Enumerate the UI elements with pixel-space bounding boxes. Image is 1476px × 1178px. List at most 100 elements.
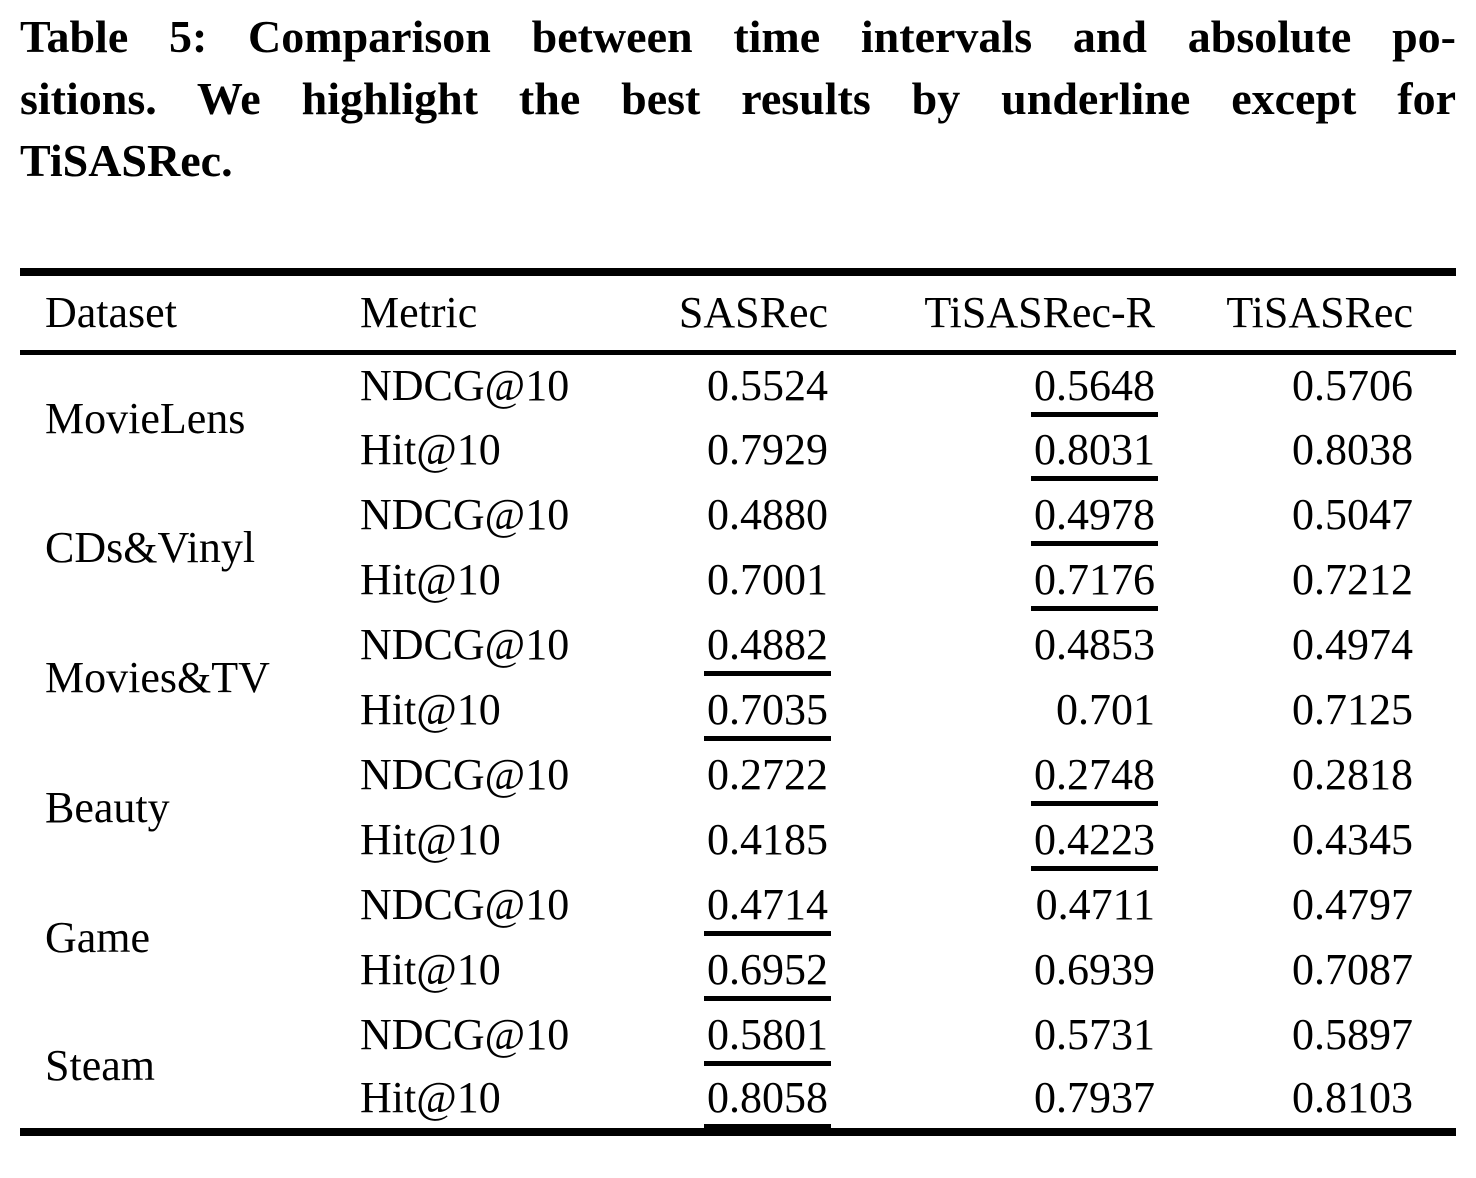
metric-value: 0.4714 bbox=[704, 880, 831, 936]
metric-label: NDCG@10 bbox=[360, 361, 570, 411]
metric-value: 0.5524 bbox=[707, 361, 828, 411]
table-row: Game NDCG@10 0.4714 0.4711 0.4797 bbox=[20, 872, 1456, 962]
cell-sasrec: 0.4185 bbox=[660, 807, 850, 872]
cell-tisasrec: 0.4974 bbox=[1180, 612, 1456, 677]
metric-value: 0.5706 bbox=[1292, 361, 1413, 411]
dataset-label-game: Game bbox=[45, 912, 151, 962]
cell-sasrec: 0.5801 bbox=[660, 1002, 850, 1067]
cell-sasrec: 0.4882 bbox=[660, 612, 850, 677]
cell-sasrec: 0.4880 bbox=[660, 482, 850, 547]
metric-value: 0.7212 bbox=[1292, 555, 1413, 604]
cell-tisasrec-r: 0.701 bbox=[850, 677, 1180, 742]
metric-value: 0.8031 bbox=[1031, 425, 1158, 481]
header-dataset: Dataset bbox=[45, 288, 177, 338]
table-row: MovieLens NDCG@10 0.5524 0.5648 0.5706 bbox=[20, 352, 1456, 443]
metric-value: 0.6952 bbox=[704, 945, 831, 1001]
table-body: MovieLens NDCG@10 0.5524 0.5648 0.5706 H… bbox=[20, 352, 1456, 1132]
metric-label: NDCG@10 bbox=[360, 620, 570, 669]
table-row: Hit@10 0.8058 0.7937 0.8103 bbox=[20, 1067, 1456, 1132]
dataset-label-beauty: Beauty bbox=[45, 782, 170, 832]
metric-value: 0.6939 bbox=[1034, 945, 1155, 994]
metric-label: Hit@10 bbox=[360, 685, 501, 734]
metric-value: 0.4882 bbox=[704, 620, 831, 676]
cell-tisasrec: 0.7125 bbox=[1180, 677, 1456, 742]
metric-value: 0.4853 bbox=[1034, 620, 1155, 669]
caption-line-3: TiSASRec. bbox=[20, 135, 233, 186]
metric-value: 0.4711 bbox=[1035, 880, 1155, 929]
dataset-label-cds-vinyl: CDs&Vinyl bbox=[45, 522, 256, 572]
header-row: Dataset Metric SASRec TiSASRec-R TiSASRe… bbox=[20, 272, 1456, 352]
metric-label: Hit@10 bbox=[360, 815, 501, 864]
table-row: Hit@10 0.7001 0.7176 0.7212 bbox=[20, 547, 1456, 612]
table-row: Hit@10 0.6952 0.6939 0.7087 bbox=[20, 937, 1456, 1002]
cell-tisasrec: 0.8038 bbox=[1180, 417, 1456, 482]
dataset-label-steam: Steam bbox=[45, 1040, 155, 1090]
cell-tisasrec-r: 0.6939 bbox=[850, 937, 1180, 1002]
cell-tisasrec: 0.8103 bbox=[1180, 1067, 1456, 1132]
metric-value: 0.5897 bbox=[1292, 1010, 1413, 1059]
table-row: Hit@10 0.4185 0.4223 0.4345 bbox=[20, 807, 1456, 872]
cell-tisasrec: 0.7087 bbox=[1180, 937, 1456, 1002]
table-row: Steam NDCG@10 0.5801 0.5731 0.5897 bbox=[20, 1002, 1456, 1090]
metric-value: 0.8038 bbox=[1292, 425, 1413, 474]
metric-value: 0.5801 bbox=[704, 1010, 831, 1066]
cell-sasrec: 0.6952 bbox=[660, 937, 850, 1002]
cell-tisasrec-r: 0.8031 bbox=[850, 417, 1180, 482]
metric-value: 0.8103 bbox=[1292, 1073, 1413, 1122]
metric-value: 0.2748 bbox=[1031, 750, 1158, 806]
metric-label: Hit@10 bbox=[360, 555, 501, 604]
metric-value: 0.8058 bbox=[704, 1073, 831, 1129]
cell-tisasrec-r: 0.2748 bbox=[850, 742, 1180, 807]
table-row: Hit@10 0.7929 0.8031 0.8038 bbox=[20, 417, 1456, 482]
caption-line-2: sitions. We highlight the best results b… bbox=[20, 73, 1456, 124]
metric-label: NDCG@10 bbox=[360, 750, 570, 799]
metric-value: 0.7937 bbox=[1034, 1073, 1155, 1122]
metric-label: NDCG@10 bbox=[360, 880, 570, 929]
cell-tisasrec: 0.2818 bbox=[1180, 742, 1456, 807]
metric-value: 0.7035 bbox=[704, 685, 831, 741]
cell-tisasrec: 0.5706 bbox=[1180, 352, 1456, 417]
cell-sasrec: 0.7001 bbox=[660, 547, 850, 612]
metric-value: 0.7176 bbox=[1031, 555, 1158, 611]
metric-value: 0.7929 bbox=[707, 425, 828, 474]
metric-value: 0.4797 bbox=[1292, 880, 1413, 929]
cell-sasrec: 0.4714 bbox=[660, 872, 850, 937]
caption-line-1: Table 5: Comparison between time interva… bbox=[20, 11, 1456, 62]
cell-tisasrec-r: 0.4978 bbox=[850, 482, 1180, 547]
cell-tisasrec: 0.5897 bbox=[1180, 1002, 1456, 1067]
metric-label: Hit@10 bbox=[360, 425, 501, 474]
cell-tisasrec: 0.7212 bbox=[1180, 547, 1456, 612]
metric-label: NDCG@10 bbox=[360, 490, 570, 539]
table-caption: Table 5: Comparison between time interva… bbox=[20, 6, 1456, 192]
table-row: Hit@10 0.7035 0.701 0.7125 bbox=[20, 677, 1456, 742]
cell-tisasrec-r: 0.7937 bbox=[850, 1067, 1180, 1132]
table-row: CDs&Vinyl NDCG@10 0.4880 0.4978 0.5047 bbox=[20, 482, 1456, 572]
cell-tisasrec-r: 0.4853 bbox=[850, 612, 1180, 677]
cell-sasrec: 0.8058 bbox=[660, 1067, 850, 1132]
metric-value: 0.4345 bbox=[1292, 815, 1413, 864]
metric-value: 0.7087 bbox=[1292, 945, 1413, 994]
header-tisasrec-r: TiSASRec-R bbox=[924, 288, 1155, 338]
cell-tisasrec-r: 0.4711 bbox=[850, 872, 1180, 937]
metric-value: 0.7125 bbox=[1292, 685, 1413, 734]
cell-tisasrec-r: 0.5648 bbox=[850, 352, 1180, 418]
cell-sasrec: 0.2722 bbox=[660, 742, 850, 807]
metric-value: 0.5731 bbox=[1034, 1010, 1155, 1059]
results-table: Dataset Metric SASRec TiSASRec-R TiSASRe… bbox=[20, 268, 1456, 1136]
metric-value: 0.7001 bbox=[707, 555, 828, 604]
metric-value: 0.2722 bbox=[707, 750, 828, 799]
header-tisasrec: TiSASRec bbox=[1226, 288, 1413, 338]
metric-value: 0.4974 bbox=[1292, 620, 1413, 669]
metric-value: 0.4978 bbox=[1031, 490, 1158, 546]
metric-label: Hit@10 bbox=[360, 945, 501, 994]
table-row: Movies&TV NDCG@10 0.4882 0.4853 0.4974 bbox=[20, 612, 1456, 702]
metric-value: 0.4223 bbox=[1031, 815, 1158, 871]
dataset-label-movies-tv: Movies&TV bbox=[45, 652, 270, 702]
table-header: Dataset Metric SASRec TiSASRec-R TiSASRe… bbox=[20, 272, 1456, 352]
metric-value: 0.2818 bbox=[1292, 750, 1413, 799]
cell-sasrec: 0.7929 bbox=[660, 417, 850, 482]
metric-value: 0.701 bbox=[1056, 685, 1155, 734]
cell-tisasrec-r: 0.4223 bbox=[850, 807, 1180, 872]
metric-value: 0.4185 bbox=[707, 815, 828, 864]
